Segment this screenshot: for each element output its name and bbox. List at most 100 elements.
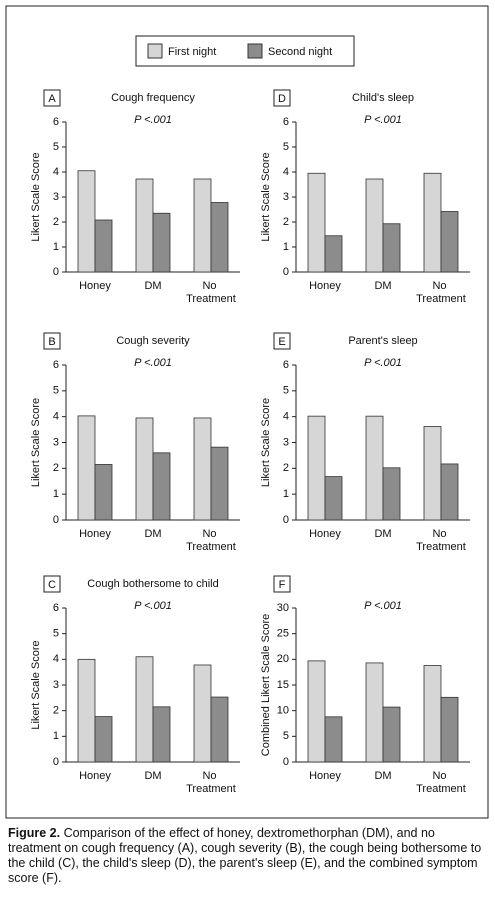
panel-letter: F <box>279 579 286 591</box>
y-tick-label: 4 <box>53 411 59 423</box>
legend-label: Second night <box>268 46 332 58</box>
bar <box>423 172 442 273</box>
bar <box>135 178 154 273</box>
y-tick-label: 0 <box>53 266 59 278</box>
bar <box>77 658 96 763</box>
y-tick-label: 3 <box>53 679 59 691</box>
bar <box>77 170 96 273</box>
x-tick-label: Honey <box>309 528 341 540</box>
x-tick-label: No Treatment <box>416 528 466 553</box>
y-tick-label: 6 <box>53 602 59 614</box>
y-tick-label: 1 <box>53 730 59 742</box>
caption-text: Comparison of the effect of honey, dextr… <box>8 826 482 885</box>
panel-title: Cough bothersome to child <box>87 578 218 590</box>
bar <box>193 417 212 521</box>
bar <box>324 235 343 273</box>
x-tick-label: DM <box>374 770 391 782</box>
bar <box>307 415 326 521</box>
panel-letter-box <box>43 89 61 107</box>
y-tick-label: 0 <box>283 514 289 526</box>
bar <box>382 223 401 273</box>
x-tick-label: No Treatment <box>186 770 236 795</box>
x-tick-label: DM <box>144 528 161 540</box>
bar <box>423 665 442 763</box>
panel-letter-box <box>273 575 291 593</box>
bar <box>94 464 113 521</box>
panel-letter: A <box>48 93 56 105</box>
legend-swatch <box>247 43 263 59</box>
annotation: P <.001 <box>364 357 402 369</box>
bar <box>135 417 154 521</box>
bar <box>94 219 113 273</box>
y-tick-label: 6 <box>53 116 59 128</box>
x-tick-label: No Treatment <box>416 280 466 305</box>
y-tick-label: 5 <box>53 141 59 153</box>
annotation: P <.001 <box>134 357 172 369</box>
bar <box>382 706 401 763</box>
panel-title: Child's sleep <box>352 92 414 104</box>
x-tick-label: Honey <box>79 528 111 540</box>
x-tick-label: DM <box>144 770 161 782</box>
y-tick-label: 5 <box>283 385 289 397</box>
y-tick-label: 1 <box>53 488 59 500</box>
legend-swatch <box>147 43 163 59</box>
figure-border <box>5 5 489 819</box>
y-tick-label: 5 <box>53 385 59 397</box>
panel-title: Cough frequency <box>111 92 195 104</box>
bar <box>210 696 229 763</box>
bar <box>152 212 171 273</box>
bar <box>193 178 212 273</box>
y-axis-label: Likert Scale Score <box>30 640 42 729</box>
y-tick-label: 2 <box>53 216 59 228</box>
y-tick-label: 2 <box>283 216 289 228</box>
y-tick-label: 3 <box>283 191 289 203</box>
y-tick-label: 1 <box>283 488 289 500</box>
bar <box>365 178 384 273</box>
y-tick-label: 5 <box>53 628 59 640</box>
caption-label: Figure 2. <box>8 826 61 840</box>
y-tick-label: 0 <box>283 266 289 278</box>
y-tick-label: 2 <box>53 462 59 474</box>
panel-letter-box <box>43 332 61 350</box>
x-tick-label: DM <box>144 280 161 292</box>
bar <box>152 452 171 521</box>
annotation: P <.001 <box>364 114 402 126</box>
panel-letter-box <box>273 89 291 107</box>
y-axis-label: Likert Scale Score <box>30 152 42 241</box>
y-axis-label: Combined Likert Scale Score <box>260 614 272 756</box>
bar <box>210 202 229 273</box>
y-tick-label: 20 <box>277 653 289 665</box>
y-axis-label: Likert Scale Score <box>260 152 272 241</box>
x-tick-label: Honey <box>79 770 111 782</box>
bar <box>210 446 229 521</box>
y-tick-label: 2 <box>283 462 289 474</box>
x-tick-label: No Treatment <box>186 528 236 553</box>
x-tick-label: No Treatment <box>186 280 236 305</box>
y-tick-label: 6 <box>283 116 289 128</box>
panel-letter: E <box>278 336 285 348</box>
annotation: P <.001 <box>364 600 402 612</box>
y-axis-label: Likert Scale Score <box>30 398 42 487</box>
y-tick-label: 4 <box>283 166 289 178</box>
y-tick-label: 3 <box>53 191 59 203</box>
annotation: P <.001 <box>134 600 172 612</box>
bar <box>365 415 384 521</box>
x-tick-label: Honey <box>309 770 341 782</box>
bar <box>440 463 459 521</box>
y-tick-label: 6 <box>53 359 59 371</box>
panel-letter: D <box>278 93 286 105</box>
y-tick-label: 3 <box>53 436 59 448</box>
y-tick-label: 15 <box>277 679 289 691</box>
x-tick-label: Honey <box>79 280 111 292</box>
y-tick-label: 4 <box>53 653 59 665</box>
bar <box>382 467 401 521</box>
legend-label: First night <box>168 46 216 58</box>
y-tick-label: 1 <box>53 241 59 253</box>
y-tick-label: 5 <box>283 141 289 153</box>
y-tick-label: 25 <box>277 628 289 640</box>
y-tick-label: 6 <box>283 359 289 371</box>
bar <box>135 656 154 763</box>
y-tick-label: 2 <box>53 705 59 717</box>
